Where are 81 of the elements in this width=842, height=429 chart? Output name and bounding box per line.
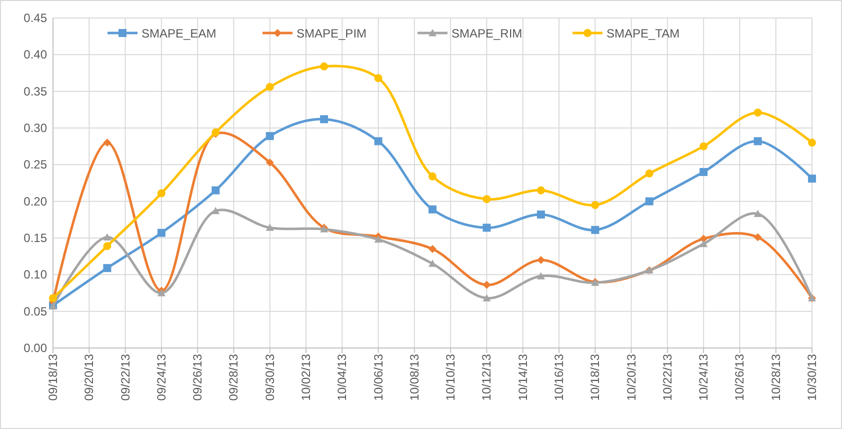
x-tick-label: 10/04/13: [335, 354, 350, 401]
point: [700, 142, 708, 150]
x-tick-label: 09/18/13: [46, 354, 60, 401]
point: [212, 206, 220, 214]
point: [808, 174, 816, 183]
y-tick-label: 0.20: [24, 194, 48, 208]
point: [320, 115, 328, 124]
point: [103, 233, 112, 240]
point: [157, 228, 166, 237]
point: [482, 280, 491, 289]
x-tick-label: 10/12/13: [480, 354, 494, 401]
x-tick-label: 10/20/13: [624, 354, 638, 401]
point: [754, 210, 762, 217]
x-tick-label: 09/26/13: [190, 354, 205, 401]
point: [754, 137, 762, 146]
x-tick-label: 10/06/13: [371, 354, 386, 401]
x-tick-label: 10/24/13: [696, 354, 711, 401]
x-tick-label: 09/28/13: [226, 354, 241, 401]
point: [374, 137, 382, 146]
y-tick-label: 0.05: [24, 304, 48, 318]
legend-label: SMAPE_RIM: [452, 26, 522, 40]
point: [591, 201, 600, 209]
point: [428, 260, 436, 267]
x-tick-label: 09/24/13: [154, 354, 168, 401]
point: [266, 224, 274, 231]
point: [754, 108, 762, 117]
x-tick-label: 10/26/13: [732, 354, 747, 401]
x-tick-label: 10/14/13: [516, 354, 530, 401]
x-tick-label: 10/16/13: [552, 354, 566, 401]
point: [266, 132, 274, 140]
y-tick-label: 0.15: [24, 231, 48, 245]
y-tick-label: 0.40: [24, 48, 48, 62]
legend-label: SMAPE_EAM: [142, 26, 216, 40]
x-tick-label: 10/10/13: [444, 354, 458, 401]
x-tick-label: 10/22/13: [660, 354, 674, 401]
x-tick-label: 10/02/13: [299, 354, 313, 401]
point: [266, 158, 274, 166]
point: [157, 189, 166, 198]
y-tick-label: 0.35: [24, 84, 48, 98]
point: [103, 264, 112, 272]
point: [700, 240, 708, 248]
point: [374, 235, 382, 243]
point: [428, 245, 436, 253]
point: [428, 205, 436, 214]
point: [536, 210, 545, 219]
point: [482, 195, 491, 204]
point: [266, 82, 274, 91]
y-tick-label: 0.10: [24, 268, 48, 282]
point: [536, 186, 545, 194]
point: [212, 186, 220, 194]
point: [700, 234, 708, 243]
x-tick-label: 09/22/13: [118, 354, 132, 401]
point: [536, 272, 545, 280]
x-tick-label: 10/08/13: [407, 354, 422, 401]
point: [482, 224, 491, 232]
point: [103, 138, 112, 147]
y-tick-label: 0.45: [24, 11, 48, 25]
legend-label: SMAPE_PIM: [296, 26, 367, 40]
point: [428, 172, 436, 180]
point: [645, 169, 654, 178]
x-tick-label: 09/30/13: [262, 354, 277, 401]
x-tick-label: 10/18/13: [588, 354, 602, 401]
x-tick-label: 09/20/13: [82, 354, 96, 401]
y-tick-label: 0.00: [24, 341, 48, 355]
point: [49, 294, 57, 302]
x-tick-label: 10/30/13: [805, 354, 819, 401]
point: [700, 168, 708, 176]
point: [482, 294, 491, 302]
point: [103, 242, 112, 250]
point: [754, 233, 762, 242]
point: [374, 74, 382, 82]
point: [536, 256, 545, 264]
y-tick-label: 0.30: [24, 121, 48, 135]
x-tick-label: 10/28/13: [768, 354, 783, 401]
point: [157, 289, 166, 296]
legend-label: SMAPE_TAM: [606, 26, 680, 40]
point: [320, 62, 328, 70]
point: [591, 226, 600, 234]
point: [808, 138, 816, 147]
y-tick-label: 0.25: [24, 158, 48, 172]
point: [645, 197, 654, 206]
